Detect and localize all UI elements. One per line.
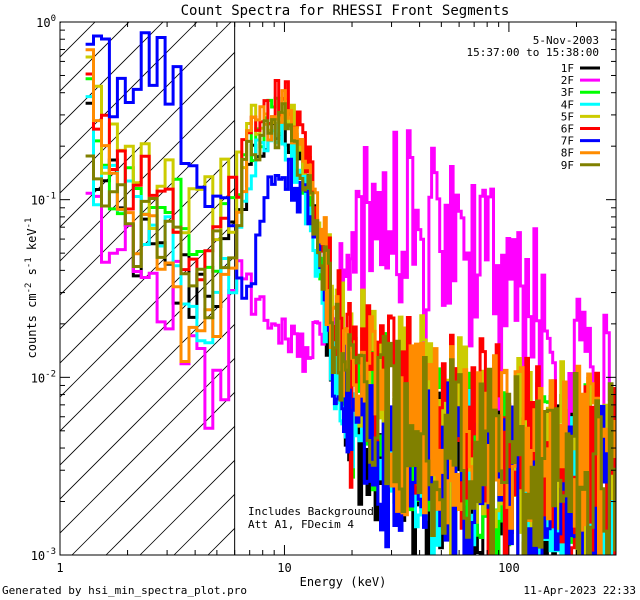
series-7F-line [85, 31, 611, 555]
x-tick-label: 1 [56, 561, 63, 575]
y-label-part: keV [25, 228, 39, 257]
hatch-line [616, 0, 640, 555]
x-tick-label: 100 [498, 561, 520, 575]
annotation-background: Includes Background [248, 505, 374, 518]
hatch-line [60, 51, 235, 228]
series-2F-line [85, 129, 616, 549]
chart-title: Count Spectra for RHESSI Front Segments [181, 3, 510, 19]
annotation-attenuator: Att A1, FDecim 4 [248, 518, 354, 531]
footer-timestamp: 11-Apr-2023 22:33 [523, 584, 636, 597]
series-9F-line [85, 102, 616, 555]
y-tick-label: 10-3 [31, 547, 56, 563]
svg-text:counts cm-2 s-1 keV-1: counts cm-2 s-1 keV-1 [24, 218, 39, 359]
hatch-line [71, 391, 235, 555]
legend-label-5F: 5F [561, 110, 574, 123]
legend-label-7F: 7F [561, 135, 574, 148]
y-tick-base: 10 [36, 16, 50, 30]
y-axis-label: counts cm-2 s-1 keV-1 [24, 218, 39, 359]
series-8F-line [85, 48, 616, 555]
x-tick-label: 10 [277, 561, 291, 575]
y-tick-label: 100 [36, 14, 56, 30]
legend-label-1F: 1F [561, 62, 574, 75]
hatch-line [60, 289, 235, 466]
annotation-time-range: 15:37:00 to 15:38:00 [467, 46, 599, 59]
y-label-part: s [25, 268, 39, 282]
legend-label-2F: 2F [561, 74, 574, 87]
legend-label-6F: 6F [561, 123, 574, 136]
footer-generated-by: Generated by hsi_min_spectra_plot.pro [2, 584, 248, 597]
annotation-date: 5-Nov-2003 [533, 34, 599, 47]
y-label-exp: -1 [24, 257, 34, 268]
y-tick-exp: 0 [51, 14, 56, 24]
x-axis-label: Energy (keV) [300, 575, 387, 589]
y-tick-exp: -3 [45, 547, 56, 557]
legend-label-8F: 8F [561, 147, 574, 160]
y-tick-exp: -2 [45, 369, 56, 379]
hatch-line [60, 323, 235, 500]
y-label-exp: -1 [24, 218, 34, 229]
y-label-part: counts cm [25, 293, 39, 358]
y-tick-base: 10 [31, 371, 45, 385]
hatch-line [105, 425, 235, 555]
y-tick-label: 10-2 [31, 369, 56, 385]
legend-label-3F: 3F [561, 86, 574, 99]
hatch-line [60, 187, 235, 364]
hatch-line [60, 357, 235, 534]
y-label-exp: -2 [24, 283, 34, 294]
y-tick-base: 10 [31, 549, 45, 563]
y-tick-base: 10 [31, 194, 45, 208]
legend-label-4F: 4F [561, 98, 574, 111]
y-tick-exp: -1 [45, 192, 56, 202]
legend-label-9F: 9F [561, 159, 574, 172]
series-layer [85, 31, 616, 555]
hatch-line [60, 153, 235, 330]
y-tick-label: 10-1 [31, 192, 56, 208]
plot-frame [59, 21, 617, 556]
